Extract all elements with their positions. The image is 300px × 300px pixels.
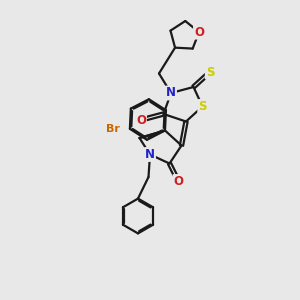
Text: O: O: [173, 175, 184, 188]
Text: O: O: [136, 113, 146, 127]
Text: S: S: [198, 100, 207, 113]
Text: N: N: [145, 148, 155, 161]
Text: N: N: [166, 86, 176, 100]
Text: S: S: [206, 65, 214, 79]
Text: O: O: [194, 26, 204, 39]
Text: Br: Br: [106, 124, 120, 134]
